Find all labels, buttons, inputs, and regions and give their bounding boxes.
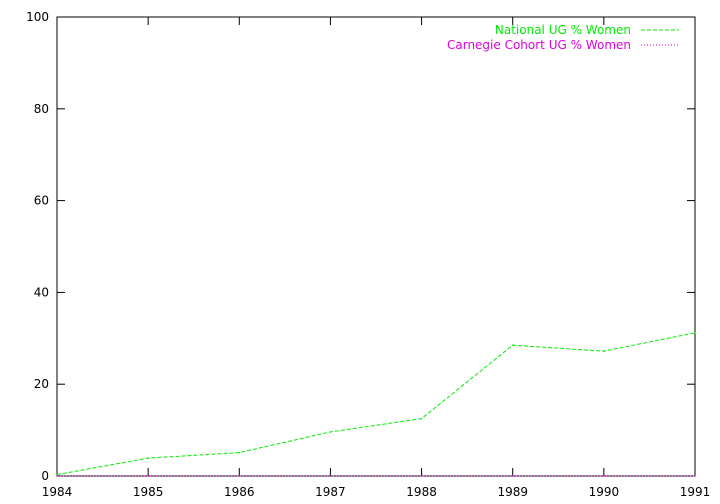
series-1-point <box>329 431 332 433</box>
series-1-point <box>56 473 58 476</box>
x-tick-label: 1986 <box>224 485 255 499</box>
series-1-point <box>694 331 696 334</box>
plot-area-border <box>56 16 696 477</box>
y-tick-label: 20 <box>34 377 49 391</box>
x-tick-label: 1987 <box>315 485 346 499</box>
series-1-point <box>147 457 149 459</box>
x-tick-label: 1988 <box>406 485 437 499</box>
y-tick-label: 40 <box>34 285 49 299</box>
series-2-point <box>147 475 149 477</box>
y-tick-label: 80 <box>34 102 49 116</box>
series-2-point <box>511 475 514 477</box>
series-1-point <box>238 451 241 454</box>
series-1-point <box>511 344 514 346</box>
series-1-point <box>420 417 423 420</box>
series-2-point <box>603 475 605 477</box>
series-1-point <box>603 350 605 352</box>
legend-label-1: National UG % Women <box>495 23 631 37</box>
series-2-point <box>694 475 696 477</box>
x-tick-label: 1989 <box>497 485 528 499</box>
y-tick-label: 60 <box>34 194 49 208</box>
series-2-point <box>56 475 58 477</box>
series-2-point <box>238 475 241 477</box>
x-tick-label: 1991 <box>680 485 711 499</box>
series-2-point <box>420 475 423 477</box>
legend-label-2: Carnegie Cohort UG % Women <box>447 38 631 52</box>
x-tick-label: 1984 <box>42 485 73 499</box>
y-tick-label: 100 <box>26 10 49 24</box>
x-tick-label: 1990 <box>589 485 620 499</box>
x-tick-label: 1985 <box>133 485 164 499</box>
series-2-point <box>329 475 332 477</box>
series-line-1 <box>56 332 696 476</box>
y-tick-label: 0 <box>41 469 49 483</box>
